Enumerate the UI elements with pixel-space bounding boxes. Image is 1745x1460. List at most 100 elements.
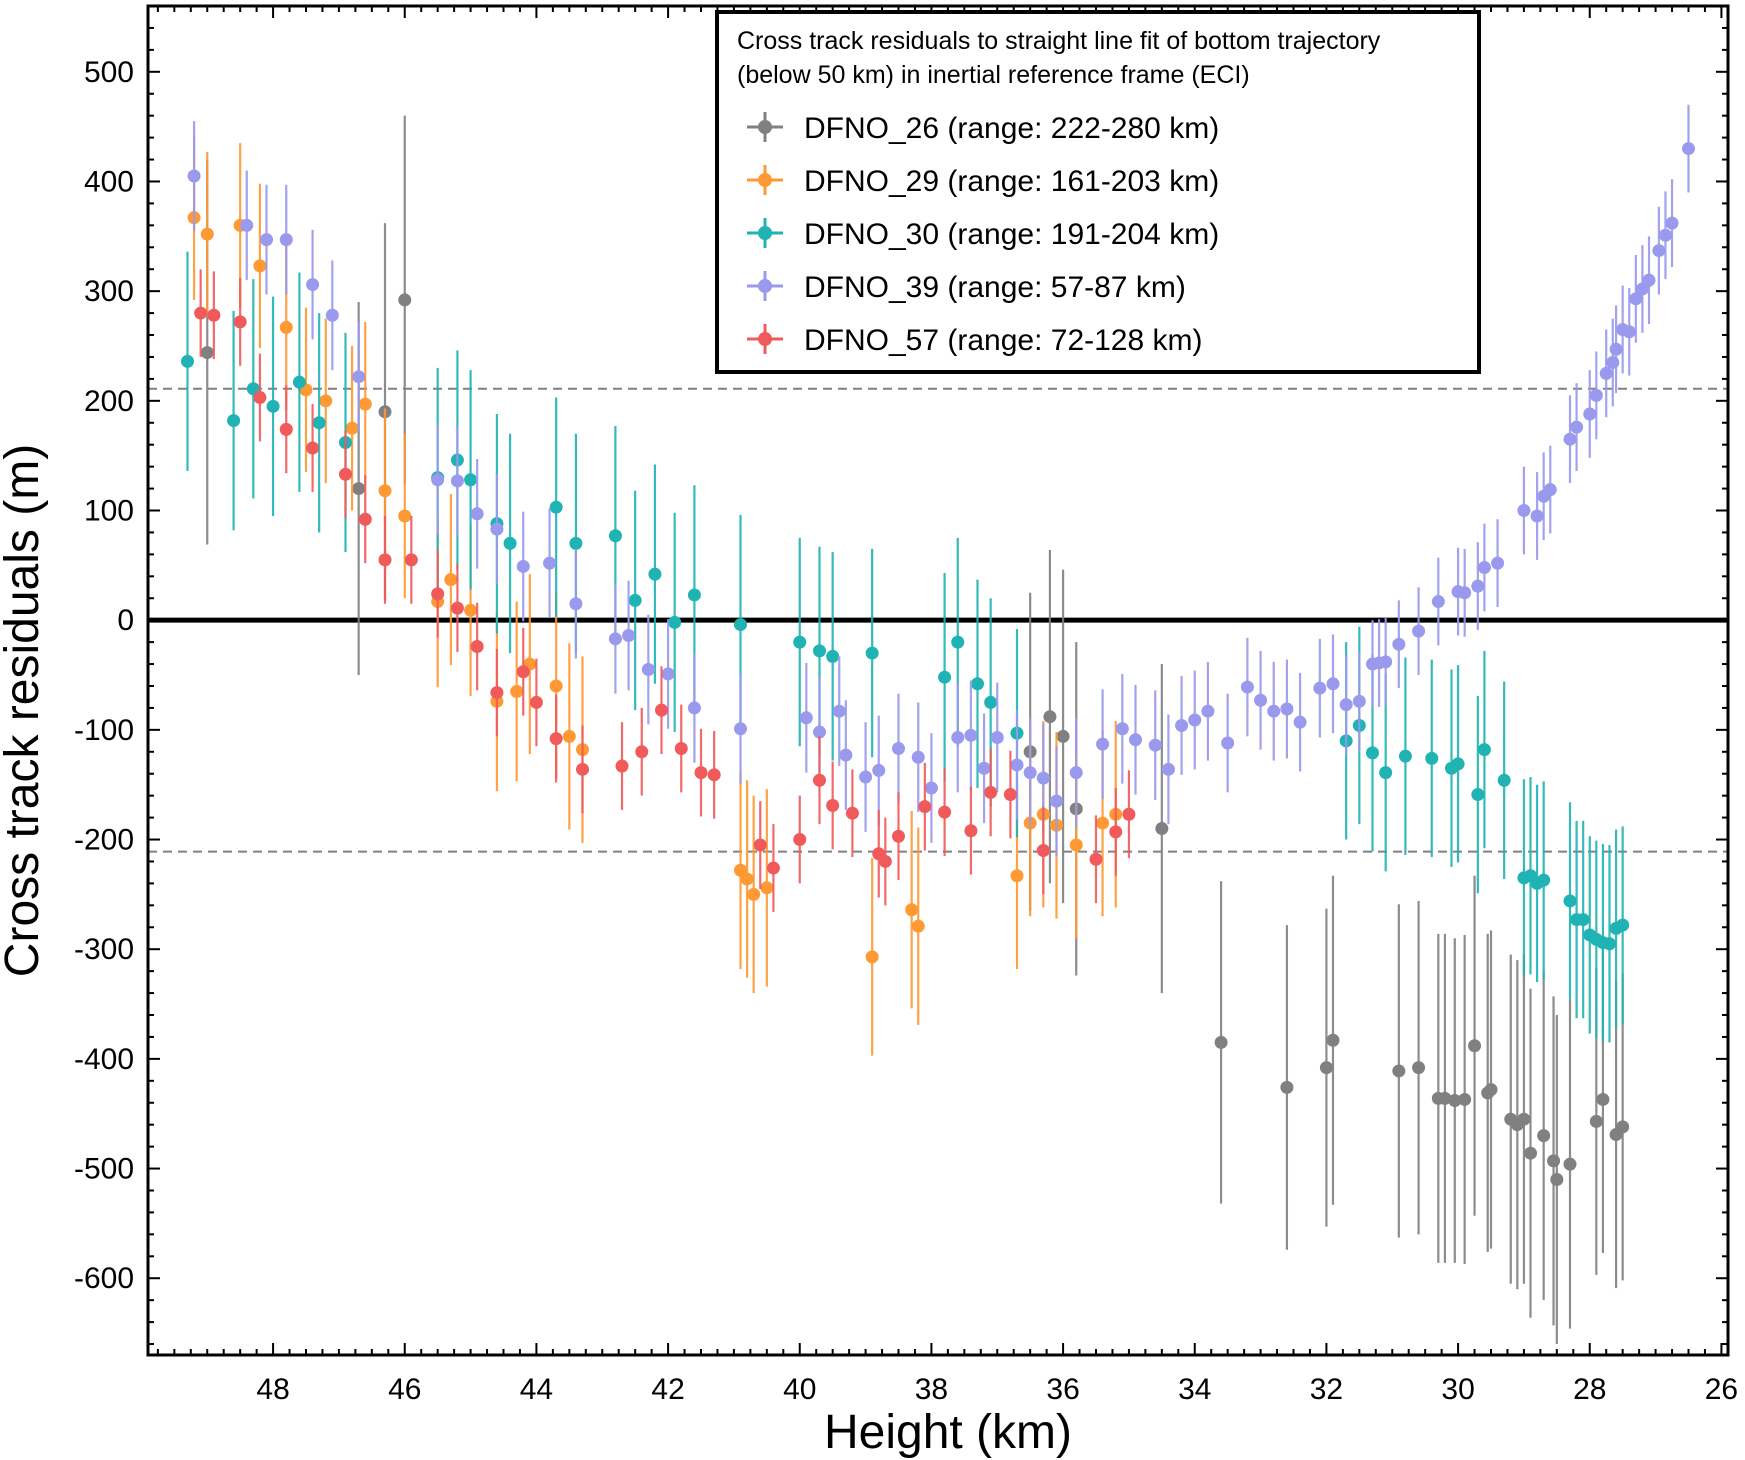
data-point — [951, 635, 965, 649]
x-tick-label: 48 — [256, 1373, 289, 1406]
data-point — [1606, 355, 1620, 369]
data-point — [1537, 1129, 1551, 1143]
data-point — [1530, 509, 1544, 523]
data-point — [892, 741, 905, 755]
data-point — [1438, 1091, 1452, 1105]
data-point — [1366, 746, 1379, 760]
x-tick-label: 34 — [1178, 1373, 1211, 1406]
series-layer — [181, 104, 1695, 1345]
y-tick-label: -400 — [74, 1043, 134, 1076]
data-point — [431, 587, 445, 601]
data-point — [1254, 693, 1268, 707]
data-point — [753, 838, 767, 852]
data-point — [352, 482, 366, 496]
data-point — [1023, 766, 1037, 780]
legend-marker — [758, 279, 772, 293]
data-point — [1050, 794, 1063, 808]
legend-entry: DFNO_57 (range: 72-128 km) — [804, 324, 1203, 357]
data-point — [464, 603, 478, 617]
y-tick-label: 300 — [84, 275, 134, 308]
data-point — [1043, 710, 1057, 724]
plot-frame — [146, 4, 1730, 1357]
data-point — [207, 308, 221, 322]
data-point — [865, 646, 879, 660]
data-point — [352, 370, 366, 384]
data-point — [1392, 1064, 1406, 1078]
y-tick-label: 400 — [84, 165, 134, 198]
data-point — [1491, 556, 1505, 570]
data-point — [747, 887, 761, 901]
data-point — [1267, 704, 1281, 718]
data-point — [878, 854, 892, 868]
data-point — [687, 701, 701, 715]
data-point — [253, 391, 267, 405]
data-point — [1056, 729, 1070, 743]
data-point — [1682, 142, 1695, 156]
data-point — [990, 731, 1004, 745]
data-point — [1313, 681, 1327, 695]
data-point — [911, 750, 925, 764]
data-point — [562, 729, 576, 743]
data-point — [1563, 432, 1577, 446]
data-point — [1010, 758, 1024, 772]
data-point — [1115, 722, 1129, 736]
data-point — [1563, 1157, 1577, 1171]
data-point — [938, 805, 952, 819]
data-point — [1280, 702, 1294, 716]
data-point — [1412, 1061, 1426, 1075]
data-point — [312, 416, 326, 430]
data-point — [734, 722, 747, 736]
data-point — [450, 601, 464, 615]
data-point — [628, 593, 642, 607]
data-point — [194, 306, 208, 320]
data-point — [549, 500, 563, 514]
data-point — [707, 768, 721, 782]
data-point — [911, 919, 925, 933]
data-point — [1319, 1061, 1333, 1075]
data-point — [1036, 843, 1050, 857]
data-point — [549, 732, 563, 746]
data-point — [1583, 407, 1597, 421]
data-point — [938, 670, 952, 684]
data-point — [431, 473, 445, 487]
x-tick-label: 30 — [1441, 1373, 1474, 1406]
data-point — [766, 861, 780, 875]
data-point — [1658, 228, 1672, 242]
data-point — [503, 536, 517, 550]
data-point — [1517, 504, 1531, 518]
data-point — [918, 800, 932, 814]
data-point — [793, 635, 807, 649]
data-point — [1069, 838, 1083, 852]
data-point — [1652, 244, 1666, 258]
data-point — [622, 629, 636, 643]
data-point — [1379, 655, 1393, 669]
data-point — [1003, 788, 1017, 802]
data-point — [1214, 1035, 1228, 1049]
y-tick-label: -200 — [74, 824, 134, 857]
legend-entry: DFNO_30 (range: 191-204 km) — [804, 218, 1219, 251]
data-point — [1425, 751, 1439, 765]
data-point — [404, 553, 418, 567]
data-point — [292, 375, 306, 389]
data-point — [378, 553, 392, 567]
data-point — [1280, 1080, 1294, 1094]
data-point — [655, 703, 668, 717]
data-point — [339, 467, 352, 481]
data-point — [187, 169, 201, 183]
data-point — [1451, 757, 1465, 771]
data-point — [253, 259, 267, 273]
data-point — [971, 677, 984, 691]
data-point — [325, 308, 339, 322]
legend-entry: DFNO_26 (range: 222-280 km) — [804, 112, 1219, 145]
data-point — [694, 766, 708, 780]
data-point — [1616, 1120, 1630, 1134]
y-tick-label: 200 — [84, 385, 134, 418]
data-point — [279, 320, 293, 334]
data-point — [661, 667, 675, 681]
data-point — [1398, 749, 1412, 763]
x-tick-label: 46 — [388, 1373, 421, 1406]
data-point — [865, 950, 879, 964]
legend-marker — [758, 332, 772, 346]
legend-title-line: (below 50 km) in inertial reference fram… — [737, 61, 1250, 89]
data-point — [859, 770, 873, 784]
